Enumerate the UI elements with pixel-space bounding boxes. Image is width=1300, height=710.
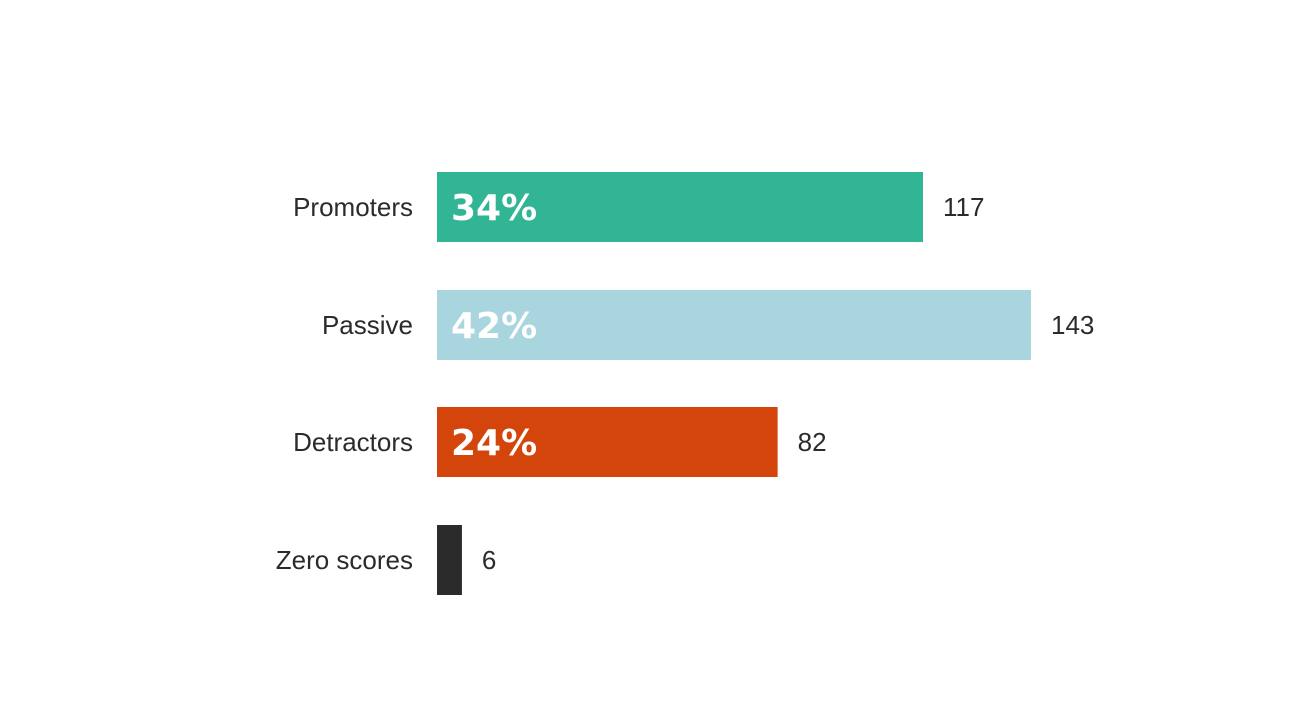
bar-zero-scores [437,525,462,595]
bar-passive [437,290,1031,360]
value-label-detractors: 82 [798,427,827,457]
percent-label-passive: 42% [451,306,537,347]
category-label-zero-scores: Zero scores [276,545,413,575]
category-label-passive: Passive [322,310,413,340]
bar-detractors [437,407,778,477]
percent-label-promoters: 34% [451,188,537,229]
value-label-passive: 143 [1051,310,1094,340]
value-label-promoters: 117 [943,192,984,222]
bar-promoters [437,172,923,242]
value-label-zero-scores: 6 [482,545,496,575]
percent-label-detractors: 24% [451,423,537,464]
category-label-promoters: Promoters [293,192,413,222]
category-label-detractors: Detractors [293,427,413,457]
